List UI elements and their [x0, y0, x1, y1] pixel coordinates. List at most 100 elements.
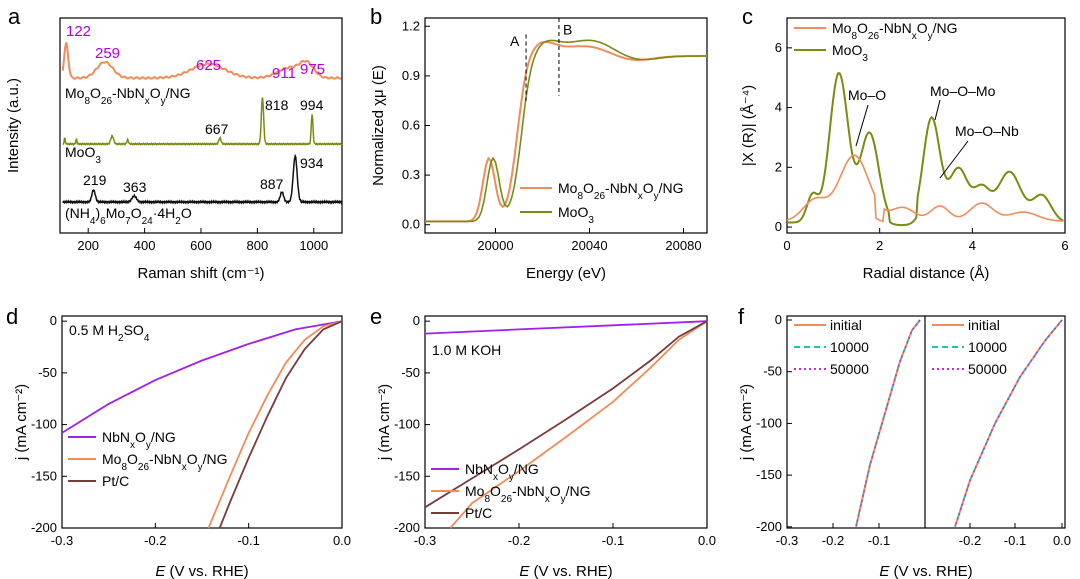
- panel-a-series-label-ammonium-part-4: Mo: [106, 205, 126, 221]
- panel-b-ytick-label-3: 0.9: [402, 68, 420, 83]
- panel-a-series-label-ammonium-part-0: (NH: [65, 205, 90, 221]
- panel-e-ytick-label-0: 0: [413, 313, 420, 328]
- panel-c-legend-label-1-part-1: 3: [862, 53, 868, 64]
- panel-d-legend-label-0-part-3: y: [146, 440, 151, 451]
- panel-a-series-label-ammonium-part-9: 2: [175, 216, 181, 227]
- panel-f-xlabel-e: E: [879, 563, 890, 579]
- panel-c-frame: [786, 17, 1066, 234]
- panel-f-xlabel: E (V vs. RHE): [879, 563, 972, 579]
- panel-a-peak-orange-0: 122: [66, 23, 91, 40]
- panel-b-legend-label-0: Mo8O26-NbNxOy/NG: [558, 180, 683, 202]
- panel-a-series-label-mo8o26-part-4: -NbN: [112, 85, 145, 101]
- panel-e-legend-label-1-part-2: O: [490, 483, 501, 499]
- panel-d-legend-label-1-part-4: -NbN: [149, 451, 182, 467]
- panel-f: f -0.3 -0.2 -0.1 -0.2 -0.1 0.0 0 -50 -100 -150 -200…: [738, 304, 1071, 579]
- panel-d-legend-label-0-part-0: NbN: [102, 429, 130, 445]
- panel-a-series-label-mo8o26-part-3: 26: [101, 96, 113, 107]
- panel-c-legend-label-0-part-5: x: [912, 31, 917, 42]
- panel-c-legend-label-0-part-0: Mo: [832, 20, 852, 36]
- panel-d-series-1: [207, 320, 343, 529]
- panel-a-series-label-ammonium-part-10: O: [181, 205, 192, 221]
- panel-a-series-label-mo8o26-part-2: O: [90, 85, 101, 101]
- panel-f-xtick-label-0: -0.3: [776, 533, 798, 548]
- panel-b-ytick-label-0: 0.0: [402, 217, 420, 232]
- panel-b-series-moo3: [425, 39, 707, 223]
- panel-a-peak-orange-1: 259: [95, 45, 120, 62]
- panel-a-series-label-ammonium-part-2: ): [95, 205, 100, 221]
- panel-c-xtick-label-0: 0: [783, 238, 790, 253]
- panel-d-legend-label-1-part-6: O: [187, 451, 198, 467]
- panel-d-ytick-label-4: -200: [31, 520, 57, 535]
- panel-f-xtick-label-3: -0.2: [959, 533, 981, 548]
- panel-e-legend-label-1-part-6: O: [550, 483, 561, 499]
- panel-b-legend-label-0-part-8: /NG: [659, 180, 684, 196]
- panel-b-legend-label-1-part-1: 3: [588, 215, 594, 226]
- panel-f-ytick-label-0: 0: [775, 312, 782, 327]
- panel-c-ytick-label-0: 0: [775, 219, 782, 234]
- panel-c-label: c: [742, 4, 753, 29]
- panel-c-annotation-mo-o-nb: Mo–O–Nb: [955, 123, 1019, 139]
- panel-a-peak-olive-1: 818: [265, 97, 289, 113]
- panel-b-legend-label-0-part-6: O: [643, 180, 654, 196]
- panel-a-ylabel: Intensity (a.u.): [5, 78, 22, 173]
- panel-f-ytick-label-1: -50: [763, 364, 782, 379]
- panel-c-series-mo8o26: [786, 154, 1064, 223]
- panel-c-annotation-mo-o: Mo–O: [848, 87, 886, 103]
- panel-e-xtick-label-3: 0.0: [698, 533, 716, 548]
- panel-e-legend-label-1-part-7: y: [561, 494, 566, 505]
- panel-c-xtick-label-1: 2: [876, 238, 883, 253]
- panel-f-xtick-label-1: -0.2: [822, 533, 844, 548]
- panel-b-ytick-label-2: 0.6: [402, 118, 420, 133]
- panel-d-legend-label-0-part-1: x: [130, 440, 135, 451]
- panel-b-frame: [424, 17, 708, 234]
- panel-d-ytick-label-3: -150: [31, 468, 57, 483]
- panel-f-xtick-label-4: -0.1: [1004, 533, 1026, 548]
- panel-e: e -0.3 -0.2 -0.1 0.0 0 -50 -100 -150 -200 E (V vs.…: [370, 304, 716, 579]
- panel-a-series-label-mo8o26-part-7: y: [161, 96, 166, 107]
- panel-e-ylabel: j (mA cm⁻²): [376, 384, 393, 461]
- panel-e-legend-label-0-part-1: x: [493, 472, 498, 483]
- panel-b-legend-label-0-part-7: y: [654, 191, 659, 202]
- panel-b-xtick-label-2: 20080: [665, 238, 701, 253]
- panel-c-arrow-mo-o: [855, 104, 869, 147]
- panel-f-ytick-label-2: -100: [756, 415, 782, 430]
- panel-b-ytick-label-4: 1.2: [402, 18, 420, 33]
- panel-a-xtick-label-1: 400: [134, 238, 156, 253]
- panel-a-xtick-label-2: 600: [190, 238, 212, 253]
- panel-a-series-label-mo8o26-part-8: /NG: [166, 85, 191, 101]
- panel-d-legend-label-1-part-5: x: [182, 462, 187, 473]
- panel-a-series-label-ammonium-part-1: 4: [90, 216, 96, 227]
- panel-e-series-1: [449, 320, 708, 529]
- panel-e-series-2: [424, 320, 708, 509]
- panel-d-xtick-label-0: -0.3: [51, 533, 73, 548]
- panel-d-series-2: [218, 320, 343, 529]
- panel-d-legend-label-1-part-7: y: [198, 462, 203, 473]
- panel-a-series-label-mo8o26-part-1: 8: [84, 96, 90, 107]
- panel-b-legend-label-0-part-1: 8: [577, 191, 583, 202]
- panel-d-legend-label-2: Pt/C: [102, 473, 129, 489]
- panel-f-legend-label-1-2: 50000: [968, 361, 1007, 377]
- panel-f-xtick-label-5: 0.0: [1053, 533, 1071, 548]
- panel-b-marker-b: B: [563, 22, 572, 38]
- panel-b-legend-label-0-part-4: -NbN: [605, 180, 638, 196]
- panel-d-condition-part-3: 4: [144, 333, 150, 344]
- panel-d-legend-label-1-part-8: /NG: [203, 451, 228, 467]
- panel-a-series-label-mo8o26: Mo8O26-NbNxOy/NG: [65, 85, 190, 107]
- panel-a-series-moo3: [62, 97, 343, 146]
- panel-d-ytick-label-0: 0: [50, 313, 57, 328]
- panel-a-series-label-ammonium-part-3: 6: [100, 216, 106, 227]
- panel-d-legend-label-1-part-3: 26: [138, 462, 150, 473]
- panel-c-ytick-label-3: 6: [775, 40, 782, 55]
- panel-e-xtick-label-1: -0.2: [508, 533, 530, 548]
- panel-d-legend-label-1: Mo8O26-NbNxOy/NG: [102, 451, 227, 473]
- panel-d-legend-label-2-part-0: Pt/C: [102, 473, 129, 489]
- panel-a-series-label-ammonium-part-6: O: [131, 205, 142, 221]
- panel-a-series-label-moo3: MoO3: [65, 144, 101, 166]
- panel-e-condition: 1.0 M KOH: [432, 342, 501, 358]
- panel-d-series-0: [61, 320, 343, 434]
- panel-f-right-10000: [954, 319, 1063, 528]
- panel-a: a 200 400 600 800 1000 Raman shift (cm⁻¹) Inten…: [5, 4, 343, 282]
- panel-e-legend-label-2: Pt/C: [465, 505, 492, 521]
- panel-a-series-mo8o26: [61, 42, 342, 80]
- panel-a-peak-black-1: 363: [123, 179, 147, 195]
